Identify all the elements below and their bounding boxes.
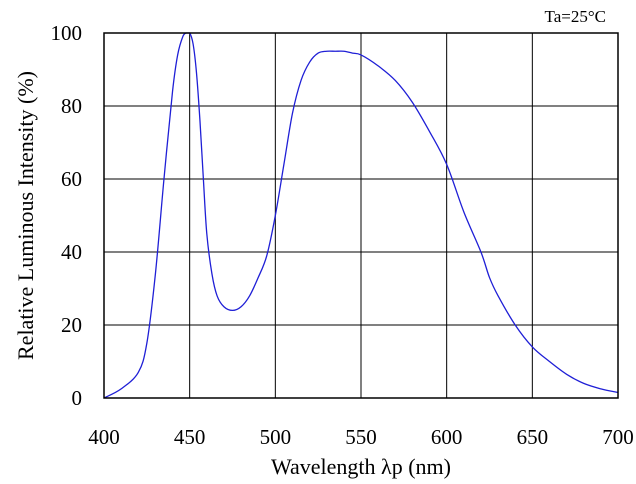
grid <box>104 33 618 398</box>
x-tick-label: 550 <box>345 425 377 449</box>
spectrum-line <box>103 32 619 399</box>
y-tick-label: 100 <box>51 21 83 45</box>
y-tick-label: 60 <box>61 167 82 191</box>
tick-labels: 400 450 500 550 600 650 700 0 20 40 60 80 100 <box>51 21 634 449</box>
temperature-annotation: Ta=25°C <box>545 7 606 26</box>
x-tick-label: 650 <box>517 425 549 449</box>
y-axis-title: Relative Luminous Intensity (%) <box>13 71 38 360</box>
y-tick-label: 80 <box>61 94 82 118</box>
x-tick-label: 450 <box>174 425 206 449</box>
plot-frame <box>103 32 619 399</box>
x-tick-label: 400 <box>88 425 120 449</box>
x-axis-title: Wavelength λp (nm) <box>271 454 451 479</box>
y-tick-label: 0 <box>72 386 83 410</box>
plot-area <box>103 32 619 399</box>
x-tick-label: 500 <box>260 425 292 449</box>
y-tick-label: 40 <box>61 240 82 264</box>
y-tick-label: 20 <box>61 313 82 337</box>
x-tick-label: 600 <box>431 425 463 449</box>
x-tick-label: 700 <box>602 425 634 449</box>
